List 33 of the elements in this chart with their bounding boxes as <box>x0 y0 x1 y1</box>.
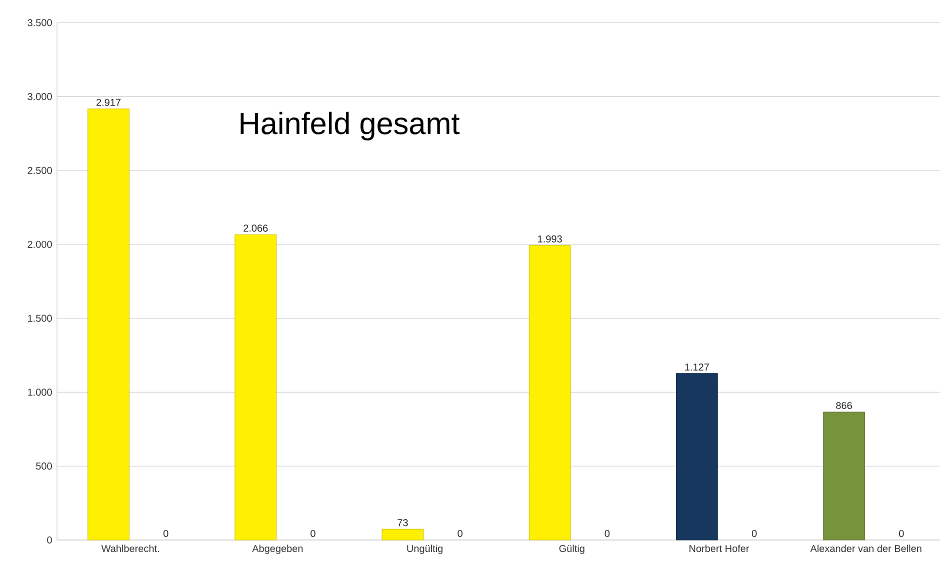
bar <box>234 234 277 540</box>
data-label: 2.066 <box>244 224 268 232</box>
bar <box>88 108 130 540</box>
text: Hainfeld gesamt <box>240 112 460 140</box>
y-tick-label: 3.000 <box>28 93 52 100</box>
y-tick-label: 0 <box>47 536 52 544</box>
data-label: 866 <box>836 402 852 410</box>
data-label: 73 <box>398 519 408 526</box>
data-label: 2.917 <box>96 98 121 106</box>
annotation: 0 <box>458 530 462 538</box>
y-tick-label: 2.500 <box>28 166 52 174</box>
x-tick-label: Norbert Hofer <box>690 544 750 552</box>
annotation: 0 <box>310 530 316 538</box>
bar <box>528 245 571 540</box>
data-label: 1.127 <box>685 363 709 370</box>
annotation: 0 <box>163 530 168 538</box>
bar <box>382 528 424 540</box>
y-tick-label: 3.500 <box>28 19 52 26</box>
annotation: 0 <box>604 530 610 538</box>
x-tick-label: Wahlberecht. <box>101 544 159 552</box>
annotation: 0 <box>752 530 757 538</box>
annotation: 0 <box>899 530 904 538</box>
bar <box>823 412 865 540</box>
x-tick-label: Abgegeben <box>252 544 303 554</box>
y-tick-label: 500 <box>36 462 52 470</box>
x-tick-label: Gültig <box>559 544 584 554</box>
y-tick-label: 1.500 <box>28 314 52 322</box>
data-label: 1.993 <box>538 235 562 242</box>
y-tick-label: 1.000 <box>28 388 52 396</box>
x-tick-label: Ungültig <box>407 544 442 554</box>
x-tick-label: Alexander van der Bellen <box>810 544 922 552</box>
y-tick-label: 2.000 <box>28 240 52 248</box>
bar <box>676 373 718 540</box>
